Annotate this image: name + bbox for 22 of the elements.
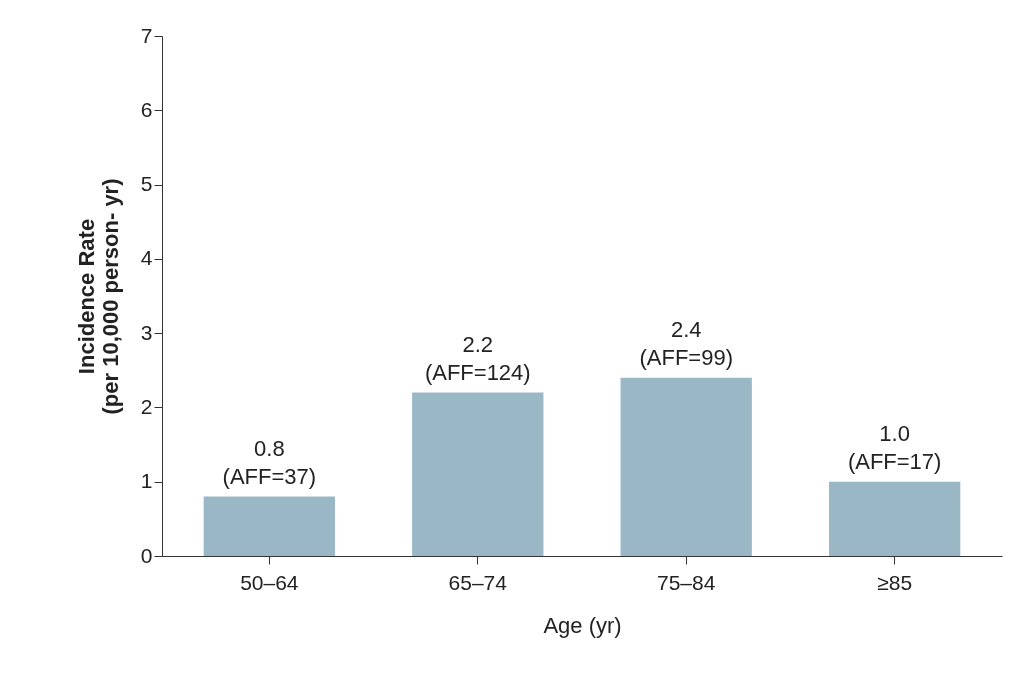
y-tick-label: 1	[140, 469, 153, 493]
bar	[412, 392, 544, 556]
data-label: 0.8 (AFF=37)	[222, 435, 317, 489]
y-tick-label: 7	[140, 23, 153, 47]
y-tick-label: 2	[140, 394, 153, 418]
x-tick-label: 75–84	[657, 570, 716, 594]
bar	[829, 481, 961, 556]
x-axis-title: Age (yr)	[543, 612, 622, 638]
bar	[203, 496, 335, 556]
x-tick-label: ≥85	[877, 570, 913, 594]
y-tick-label: 0	[140, 543, 153, 567]
data-label: 2.2 (AFF=124)	[424, 331, 531, 385]
data-label: 1.0 (AFF=17)	[847, 420, 942, 474]
y-tick-label: 4	[140, 246, 153, 270]
y-tick-label: 5	[140, 172, 153, 196]
data-label: 2.4 (AFF=99)	[639, 316, 733, 370]
y-axis-title: Incidence Rate (per 10,000 person- yr)	[73, 178, 123, 415]
bar	[620, 377, 752, 556]
x-tick-label: 50–64	[240, 570, 299, 594]
y-tick-label: 3	[140, 320, 153, 344]
y-tick-label: 6	[140, 97, 153, 121]
x-tick-label: 65–74	[448, 570, 508, 594]
